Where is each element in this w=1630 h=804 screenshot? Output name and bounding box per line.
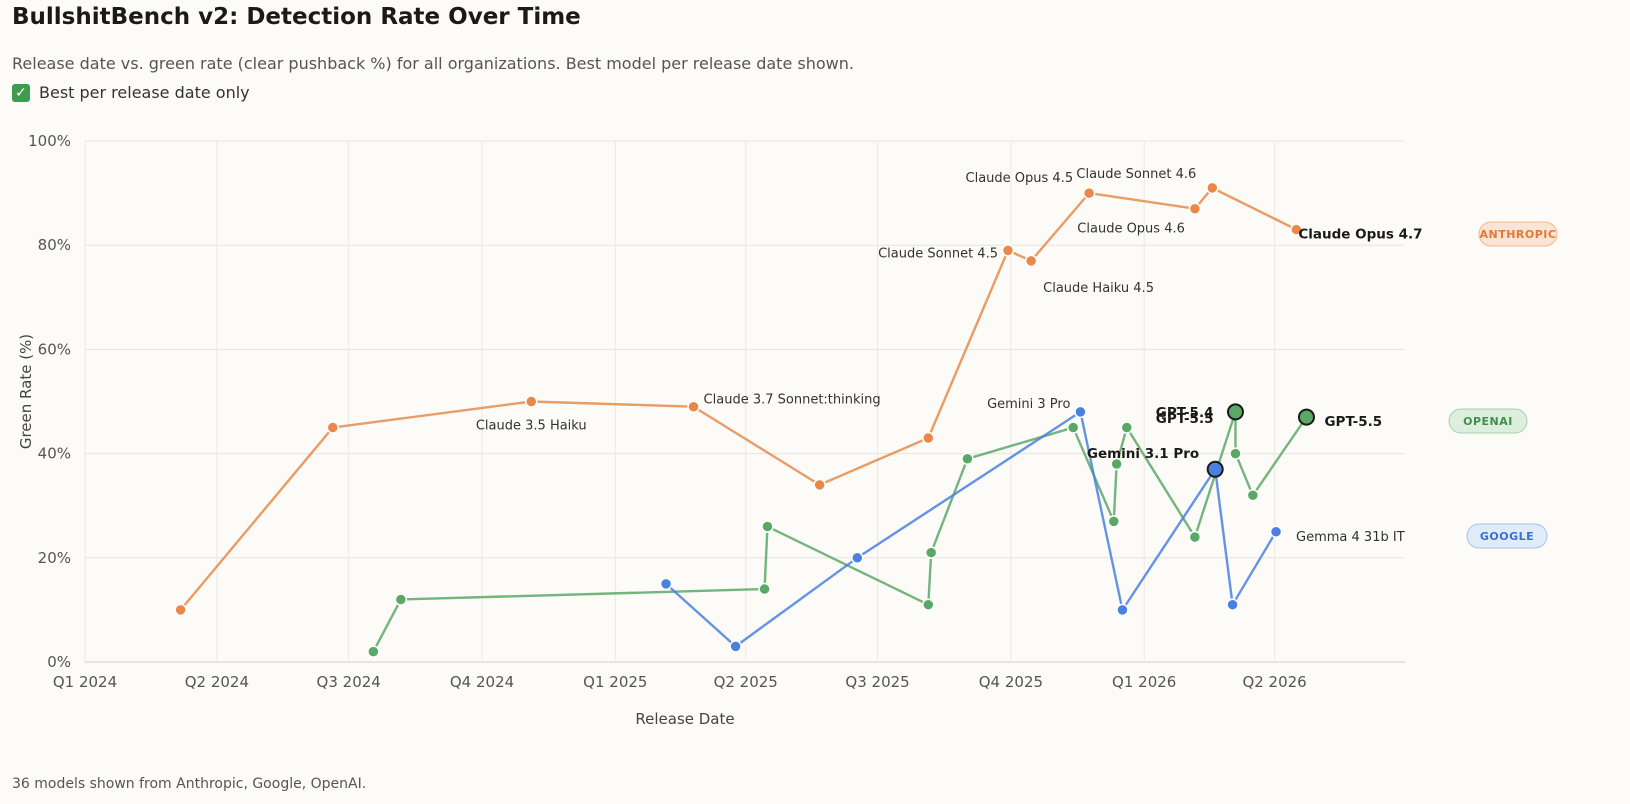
y-tick-label: 60% [38,340,71,358]
x-tick-label: Q3 2025 [845,673,909,691]
y-tick-label: 20% [38,549,71,567]
openai-data-point [1188,530,1202,544]
google-point-label: Gemma 4 31b IT [1296,530,1405,545]
detection-rate-chart: 0% 20% 40% 60% 80% 100% Q1 2024 Q2 2024 Q3 2024 Q… [17,132,1558,728]
chart-subtitle: Release date vs. green rate (clear pushb… [12,54,854,73]
openai-data-point [1246,489,1260,502]
anthropic-point-label: Claude Opus 4.6 [1077,222,1185,237]
anthropic-data-point [525,395,538,408]
openai-data-point [761,520,774,533]
openai-data-point [1066,421,1080,434]
anthropic-point-label: Claude 3.5 Haiku [476,419,587,434]
x-tick-label: Q1 2025 [583,673,647,691]
anthropic-data-point [174,603,187,617]
y-axis-label: Green Rate (%) [17,334,35,449]
openai-data-point [1229,447,1242,460]
best-per-date-checkbox[interactable]: ✓ Best per release date only [12,83,250,102]
y-tick-label: 80% [38,236,71,254]
anthropic-data-point [687,400,700,413]
google-point-label: Gemini 3 Pro [987,397,1070,412]
anthropic-data-point [922,431,935,445]
openai-data-point [922,598,935,611]
anthropic-point-label: Claude Haiku 4.5 [1043,281,1154,296]
google-point-label: Gemini 3.1 Pro [1087,446,1199,462]
anthropic-legend-label: ANTHROPIC [1480,228,1557,241]
openai-legend-label: OPENAI [1463,415,1513,428]
anthropic-point-label: Claude Sonnet 4.6 [1076,167,1196,182]
checkbox-label: Best per release date only [39,83,250,102]
google-data-point [1116,603,1129,617]
openai-data-point [1297,408,1315,426]
anthropic-data-point [1188,202,1202,215]
x-tick-label: Q2 2025 [714,673,778,691]
y-tick-label: 100% [28,132,71,150]
anthropic-point-label: Claude Sonnet 4.5 [878,246,998,261]
google-data-point [729,640,742,653]
x-tick-label: Q4 2024 [450,673,514,691]
openai-point-label: GPT-5.4 [1156,405,1214,421]
x-tick-label: Q2 2024 [185,673,249,691]
openai-data-point [924,546,938,559]
x-axis-label: Release Date [635,710,734,728]
anthropic-data-point [1001,244,1015,257]
x-tick-label: Q1 2026 [1112,673,1176,691]
google-series-line [665,410,1278,648]
google-data-point [1206,460,1224,478]
openai-data-point [1226,403,1244,421]
openai-data-point [758,582,771,596]
anthropic-data-point [1290,223,1303,236]
openai-data-point [1107,515,1121,528]
google-data-point [1074,405,1087,419]
google-data-point [851,551,864,565]
anthropic-data-point [813,478,826,492]
google-data-point [1226,598,1239,611]
anthropic-data-point [1206,181,1219,195]
anthropic-point-label: Claude Opus 4.5 [966,171,1074,186]
x-tick-label: Q3 2024 [317,673,381,691]
x-tick-label: Q2 2026 [1242,673,1306,691]
chart-title: BullshitBench v2: Detection Rate Over Ti… [12,4,581,30]
anthropic-data-point [1024,254,1038,268]
openai-point-label: GPT-5.5 [1156,411,1214,427]
openai-data-point [961,452,974,466]
google-legend-label: GOOGLE [1480,530,1534,543]
y-tick-label: 0% [47,653,71,671]
anthropic-data-point [1082,186,1096,200]
anthropic-point-label: Claude Opus 4.7 [1298,227,1422,243]
google-data-point [659,577,673,591]
anthropic-legend-badge [1478,221,1558,247]
openai-point-label: GPT-5.5 [1324,414,1382,430]
anthropic-data-point [326,421,340,434]
google-legend-badge [1466,523,1548,549]
x-tick-label: Q1 2024 [53,673,117,691]
openai-data-point [1120,421,1134,434]
openai-data-point [367,645,380,658]
openai-data-point [1110,457,1123,471]
footer-summary: 36 models shown from Anthropic, Google, … [12,776,367,792]
openai-data-point [394,593,408,606]
openai-legend-badge [1448,408,1528,434]
checkbox-checked-icon: ✓ [12,83,30,102]
anthropic-point-label: Claude 3.7 Sonnet:thinking [704,393,881,408]
y-tick-label: 40% [38,445,71,463]
google-data-point [1269,525,1283,538]
x-tick-label: Q4 2025 [979,673,1043,691]
